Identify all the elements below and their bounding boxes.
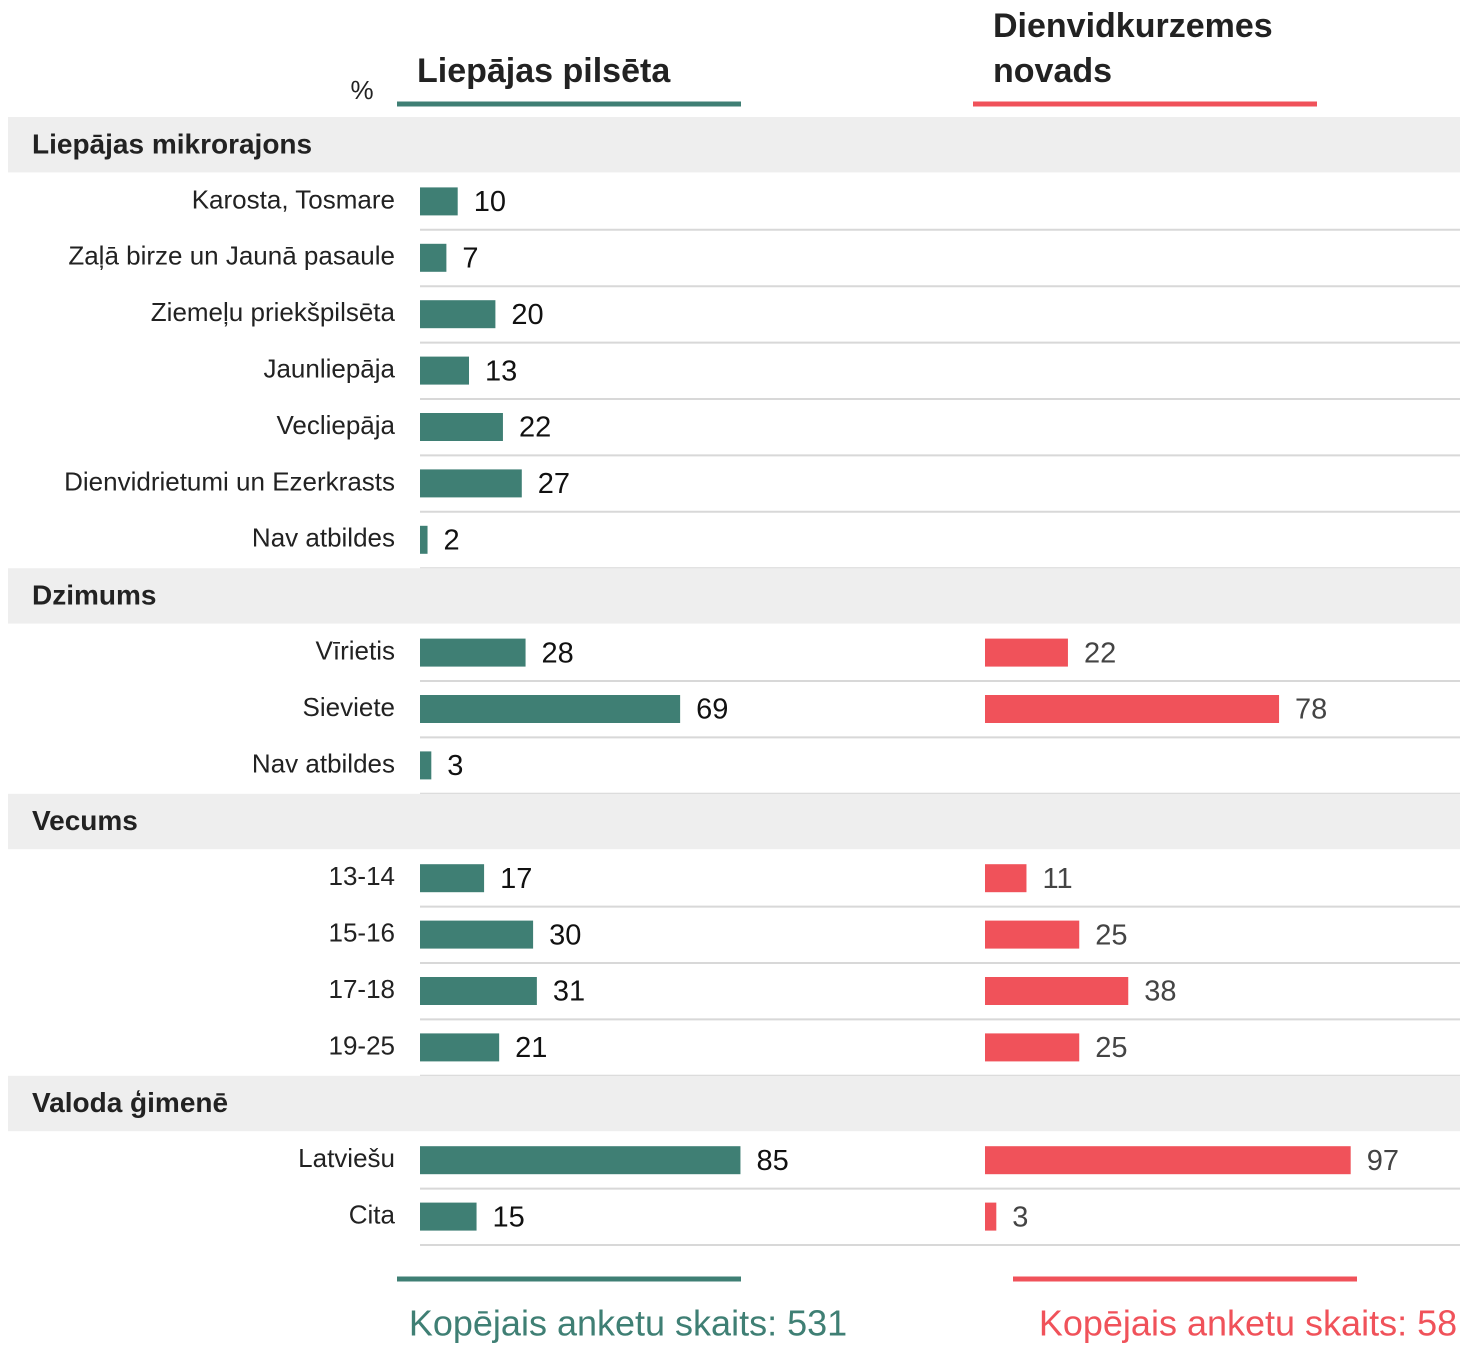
value-label: 31 xyxy=(553,976,585,1008)
category-label: Vecliepāja xyxy=(276,410,395,440)
category-label: 19-25 xyxy=(329,1030,396,1060)
footer-total: Kopējais anketu skaits: 531 xyxy=(409,1303,847,1344)
value-label: 69 xyxy=(696,694,728,726)
category-label: 17-18 xyxy=(329,974,396,1004)
value-label: 21 xyxy=(515,1032,547,1064)
category-label: Latviešu xyxy=(298,1143,395,1173)
group-header: Dzimums xyxy=(32,580,156,611)
bar xyxy=(420,1202,477,1231)
value-label: 3 xyxy=(1012,1201,1028,1233)
group-band xyxy=(8,1075,1460,1132)
bar xyxy=(420,977,537,1005)
value-label: 27 xyxy=(538,468,570,500)
value-label: 28 xyxy=(542,637,574,669)
value-label: 85 xyxy=(756,1145,788,1177)
category-label: 13-14 xyxy=(329,861,396,891)
bar xyxy=(985,1146,1351,1175)
bar xyxy=(420,638,526,667)
series-header: Liepājas pilsēta xyxy=(417,52,671,90)
value-label: 30 xyxy=(549,919,581,951)
bar xyxy=(985,920,1080,949)
bar xyxy=(985,1202,997,1231)
value-label: 78 xyxy=(1295,694,1327,726)
bar xyxy=(420,751,432,780)
value-label: 10 xyxy=(474,186,506,218)
category-label: Vīrietis xyxy=(316,635,395,665)
value-label: 25 xyxy=(1095,1032,1127,1064)
value-label: 38 xyxy=(1144,976,1176,1008)
bar xyxy=(420,920,534,949)
category-label: Nav atbildes xyxy=(252,523,395,553)
category-label: Karosta, Tosmare xyxy=(192,184,395,214)
bar xyxy=(985,1033,1080,1062)
value-label: 7 xyxy=(462,242,478,274)
group-header: Liepājas mikrorajons xyxy=(32,128,312,159)
group-band xyxy=(8,568,1460,624)
bar xyxy=(985,638,1068,667)
category-label: Jaunliepāja xyxy=(263,353,395,383)
value-label: 11 xyxy=(1042,863,1072,895)
value-label: 22 xyxy=(519,412,551,444)
value-label: 20 xyxy=(511,299,543,331)
bar xyxy=(420,469,522,498)
bar xyxy=(985,695,1280,723)
category-label: Zaļā birze un Jaunā pasaule xyxy=(68,241,395,271)
bar xyxy=(420,300,496,329)
value-label: 17 xyxy=(500,863,532,895)
group-header: Vecums xyxy=(32,805,138,836)
group-band xyxy=(8,793,1460,850)
bar xyxy=(985,977,1129,1005)
bar xyxy=(420,1033,500,1062)
value-label: 13 xyxy=(485,355,517,387)
value-label: 3 xyxy=(447,750,463,782)
value-label: 2 xyxy=(444,524,460,556)
category-label: Dienvidrietumi un Ezerkrasts xyxy=(64,466,395,496)
value-label: 15 xyxy=(493,1201,525,1233)
bar xyxy=(420,413,503,441)
value-label: 25 xyxy=(1095,919,1127,951)
bar xyxy=(420,525,428,554)
value-label: 97 xyxy=(1367,1145,1399,1177)
category-label: 15-16 xyxy=(329,917,396,947)
bar xyxy=(420,187,458,216)
bar xyxy=(420,356,470,385)
bar xyxy=(420,1146,741,1175)
series-header: Dienvidkurzemes novads xyxy=(993,7,1282,90)
footer-total: Kopējais anketu skaits: 58 xyxy=(1039,1303,1457,1344)
value-label: 22 xyxy=(1084,637,1116,669)
bar xyxy=(420,695,681,723)
bar xyxy=(985,864,1027,893)
unit-label: % xyxy=(350,75,373,105)
category-label: Cita xyxy=(349,1199,396,1229)
group-header: Valoda ģimenē xyxy=(32,1087,228,1118)
category-label: Ziemeļu priekšpilsēta xyxy=(151,297,396,327)
bar xyxy=(420,864,485,893)
group-band xyxy=(8,117,1460,173)
category-label: Nav atbildes xyxy=(252,748,395,778)
bar xyxy=(420,243,447,272)
category-label: Sieviete xyxy=(303,692,396,722)
